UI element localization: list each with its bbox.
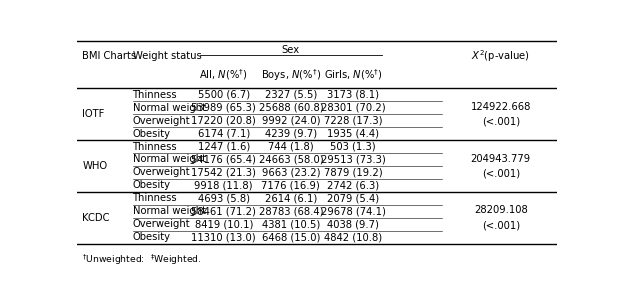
Text: 7176 (16.9): 7176 (16.9) (261, 180, 320, 190)
Text: 124922.668
(<.001): 124922.668 (<.001) (470, 102, 531, 127)
Text: 1935 (4.4): 1935 (4.4) (327, 129, 379, 138)
Text: Overweight: Overweight (132, 167, 190, 177)
Text: Thinness: Thinness (132, 193, 177, 203)
Text: $X^2$(p-value): $X^2$(p-value) (471, 48, 530, 64)
Text: Weight status: Weight status (132, 51, 201, 61)
Text: WHO: WHO (82, 161, 107, 171)
Text: 4842 (10.8): 4842 (10.8) (324, 232, 383, 242)
Text: Thinness: Thinness (132, 142, 177, 151)
Text: Normal weight: Normal weight (132, 103, 206, 112)
Text: KCDC: KCDC (82, 213, 110, 223)
Text: 4381 (10.5): 4381 (10.5) (262, 219, 320, 229)
Text: Obesity: Obesity (132, 129, 171, 138)
Text: 25688 (60.8): 25688 (60.8) (259, 103, 323, 112)
Text: 744 (1.8): 744 (1.8) (268, 142, 314, 151)
Text: $^{\dagger}$Unweighted:  $^{\ddagger}$Weighted.: $^{\dagger}$Unweighted: $^{\ddagger}$Wei… (82, 253, 202, 267)
Text: 9992 (24.0): 9992 (24.0) (262, 116, 320, 125)
Text: 2327 (5.5): 2327 (5.5) (265, 90, 317, 100)
Text: 28209.108
(<.001): 28209.108 (<.001) (474, 205, 527, 230)
Text: All, $N$(%$^{\dagger}$): All, $N$(%$^{\dagger}$) (199, 67, 248, 82)
Text: 4239 (9.7): 4239 (9.7) (265, 129, 317, 138)
Text: 29678 (74.1): 29678 (74.1) (321, 206, 386, 216)
Text: 2742 (6.3): 2742 (6.3) (327, 180, 379, 190)
Text: Overweight: Overweight (132, 116, 190, 125)
Text: 2614 (6.1): 2614 (6.1) (265, 193, 317, 203)
Text: 53989 (65.3): 53989 (65.3) (191, 103, 256, 112)
Text: Thinness: Thinness (132, 90, 177, 100)
Text: Girls, $N$(%$^{\dagger}$): Girls, $N$(%$^{\dagger}$) (324, 67, 383, 82)
Text: 4038 (9.7): 4038 (9.7) (327, 219, 379, 229)
Text: 1247 (1.6): 1247 (1.6) (197, 142, 250, 151)
Text: Obesity: Obesity (132, 180, 171, 190)
Text: 503 (1.3): 503 (1.3) (331, 142, 376, 151)
Text: 9663 (23.2): 9663 (23.2) (262, 167, 320, 177)
Text: 7879 (19.2): 7879 (19.2) (324, 167, 383, 177)
Text: Normal weight: Normal weight (132, 155, 206, 164)
Text: Overweight: Overweight (132, 219, 190, 229)
Text: Obesity: Obesity (132, 232, 171, 242)
Text: 17542 (21.3): 17542 (21.3) (191, 167, 256, 177)
Text: 204943.779
(<.001): 204943.779 (<.001) (470, 153, 531, 178)
Text: 6174 (7.1): 6174 (7.1) (197, 129, 250, 138)
Text: 28783 (68.4): 28783 (68.4) (259, 206, 323, 216)
Text: 4693 (5.8): 4693 (5.8) (197, 193, 249, 203)
Text: 9918 (11.8): 9918 (11.8) (194, 180, 253, 190)
Text: Boys, $N$(%$^{\dagger}$): Boys, $N$(%$^{\dagger}$) (261, 67, 321, 83)
Text: 2079 (5.4): 2079 (5.4) (327, 193, 379, 203)
Text: 5500 (6.7): 5500 (6.7) (197, 90, 249, 100)
Text: BMI Charts: BMI Charts (82, 51, 136, 61)
Text: Sex: Sex (282, 45, 300, 55)
Text: 3173 (8.1): 3173 (8.1) (327, 90, 379, 100)
Text: IOTF: IOTF (82, 109, 105, 119)
Text: 11310 (13.0): 11310 (13.0) (191, 232, 256, 242)
Text: 24663 (58.0): 24663 (58.0) (259, 155, 323, 164)
Text: Normal weight: Normal weight (132, 206, 206, 216)
Text: 7228 (17.3): 7228 (17.3) (324, 116, 383, 125)
Text: 54176 (65.4): 54176 (65.4) (191, 155, 256, 164)
Text: 17220 (20.8): 17220 (20.8) (191, 116, 256, 125)
Text: 6468 (15.0): 6468 (15.0) (262, 232, 320, 242)
Text: 8419 (10.1): 8419 (10.1) (194, 219, 253, 229)
Text: 58461 (71.2): 58461 (71.2) (191, 206, 256, 216)
Text: 29513 (73.3): 29513 (73.3) (321, 155, 386, 164)
Text: 28301 (70.2): 28301 (70.2) (321, 103, 386, 112)
